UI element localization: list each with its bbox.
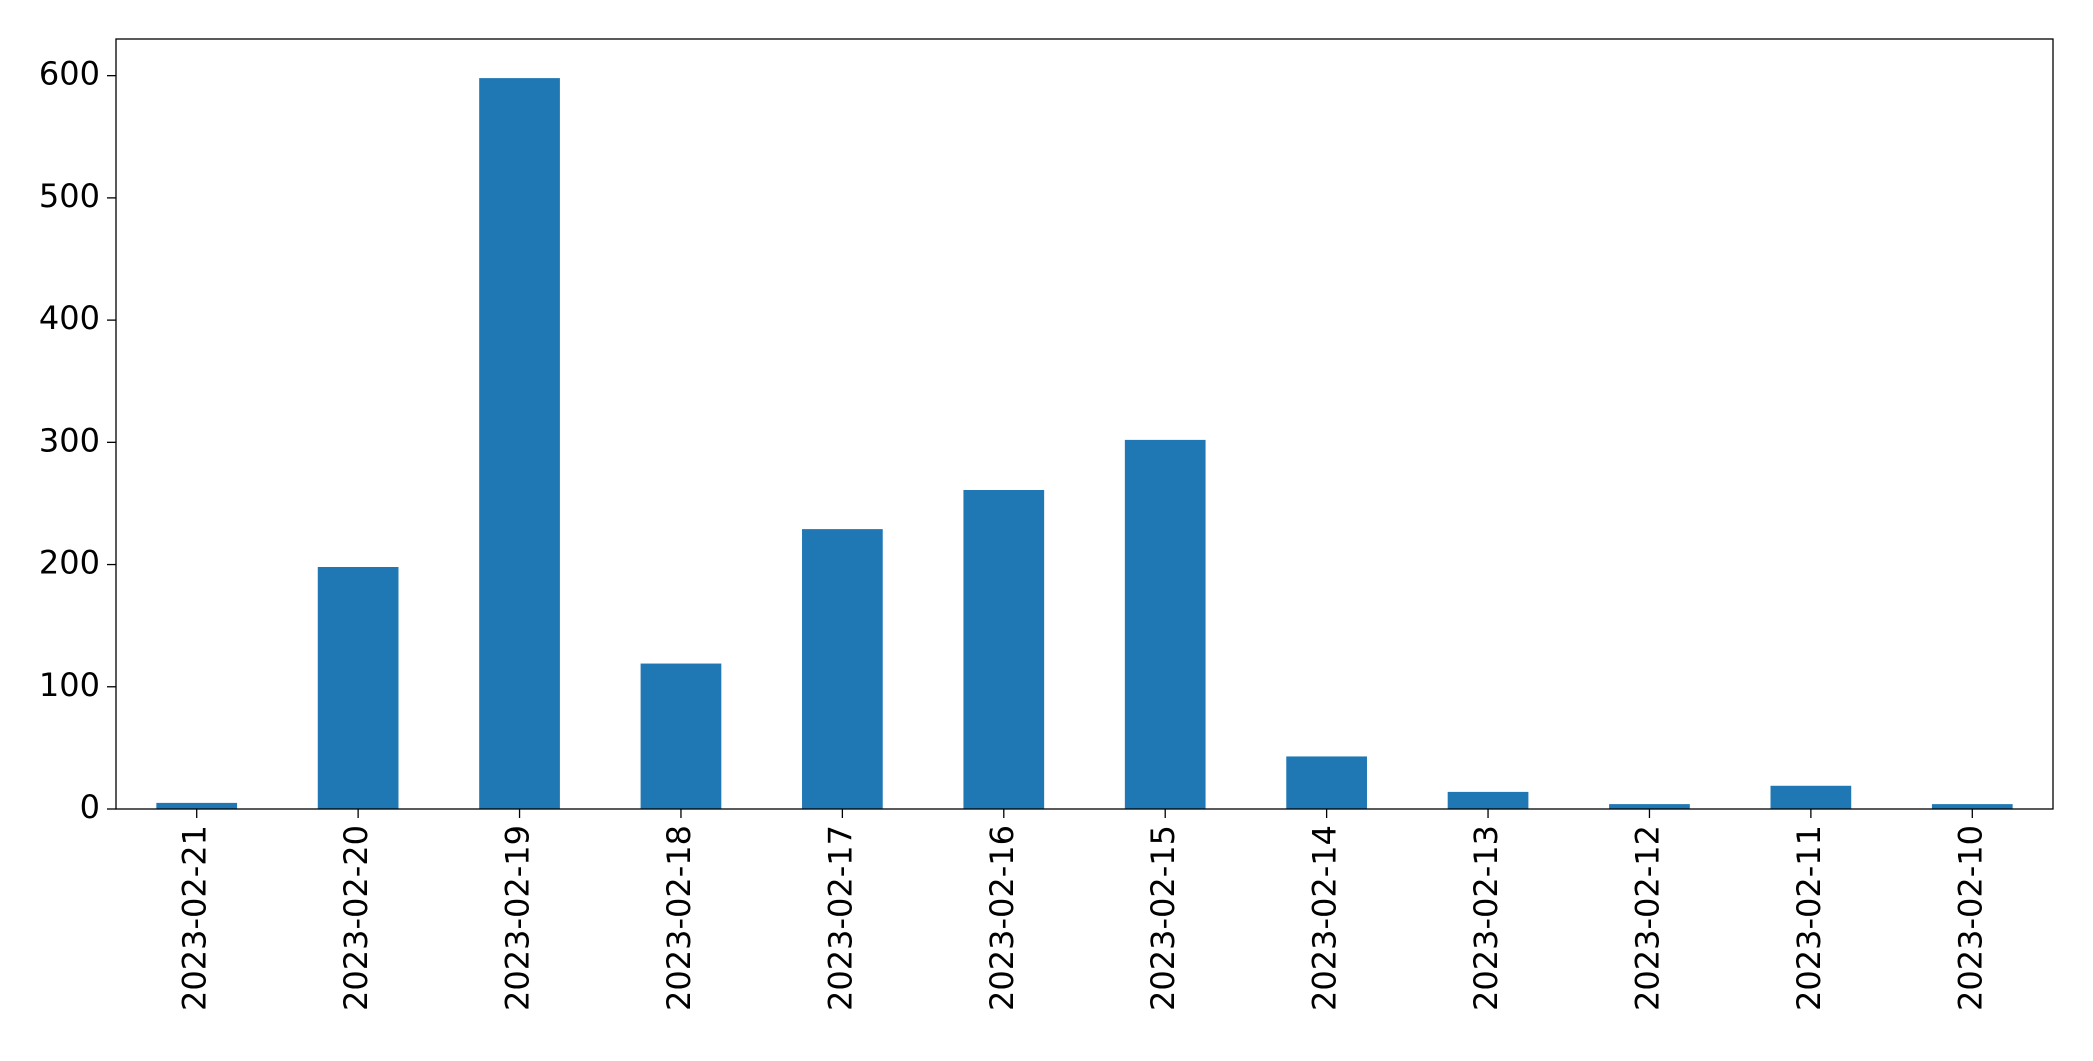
bar: [1770, 785, 1852, 809]
x-tick-label: 2023-02-12: [1628, 825, 1666, 1011]
x-tick-label: 2023-02-13: [1467, 825, 1505, 1011]
bar: [317, 567, 399, 809]
bar: [963, 490, 1045, 809]
y-tick-label: 500: [39, 177, 100, 215]
x-tick-label: 2023-02-10: [1951, 825, 1989, 1011]
x-tick-label: 2023-02-11: [1790, 825, 1828, 1011]
bar: [1931, 804, 2013, 809]
x-tick-label: 2023-02-15: [1144, 825, 1182, 1011]
bar: [479, 78, 560, 810]
x-tick-label: 2023-02-21: [176, 825, 214, 1011]
bar: [156, 802, 238, 809]
y-tick-label: 400: [39, 299, 100, 337]
y-tick-label: 0: [80, 788, 100, 826]
plot-frame: [115, 38, 2054, 810]
bar: [1609, 804, 1690, 809]
y-tick-label: 300: [39, 421, 100, 459]
bar: [802, 529, 883, 809]
x-tick-label: 2023-02-18: [660, 825, 698, 1011]
bar: [1124, 439, 1206, 809]
x-tick-label: 2023-02-16: [983, 825, 1021, 1011]
x-tick-label: 2023-02-19: [499, 825, 537, 1011]
bar: [1447, 791, 1529, 809]
bar: [1286, 756, 1367, 809]
y-tick-label: 600: [39, 55, 100, 93]
x-tick-label: 2023-02-14: [1306, 825, 1344, 1011]
y-tick-label: 100: [39, 666, 100, 704]
y-tick-label: 200: [39, 544, 100, 582]
bar: [640, 663, 722, 809]
x-tick-label: 2023-02-20: [337, 825, 375, 1011]
x-tick-label: 2023-02-17: [821, 825, 859, 1011]
